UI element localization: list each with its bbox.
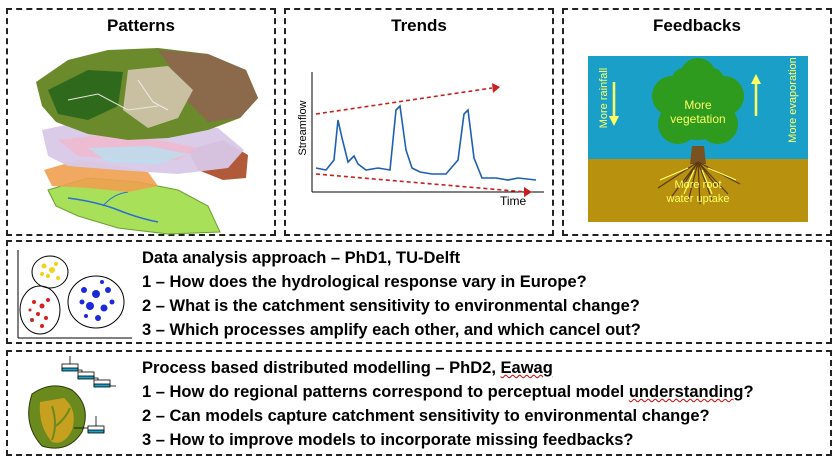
cluster-scatter-icon (17, 250, 132, 339)
more-vegetation-label: More vegetation (658, 98, 738, 126)
more-evaporation-label: More evaporation (787, 57, 799, 143)
phd2-q1-underlined: understanding (628, 383, 744, 401)
phd2-heading-prefix: Process based distributed modelling – Ph… (142, 359, 501, 377)
root-line-1: More root (674, 179, 722, 191)
streamflow-axis-label: Streamflow (297, 100, 309, 156)
root-line-2: water uptake (666, 193, 730, 205)
time-axis-label: Time (500, 194, 527, 208)
catchment-model-icon (28, 356, 116, 449)
vegetation-line-1: More (684, 98, 712, 112)
vegetation-line-2: vegetation (670, 112, 726, 126)
phd1-heading: Data analysis approach – PhD1, TU-Delft (142, 249, 461, 267)
phd1-panel: Data analysis approach – PhD1, TU-Delft … (6, 240, 832, 344)
upper-trend-arrow (315, 87, 493, 115)
phd2-question-2: 2 – Can models capture catchment sensiti… (142, 407, 710, 425)
trends-title: Trends (391, 16, 447, 35)
phd2-q1-suffix: ? (743, 383, 754, 401)
phd2-heading: Process based distributed modelling – Ph… (142, 356, 826, 380)
patterns-panel: Patterns (6, 8, 276, 236)
phd1-question-2: 2 – What is the catchment sensitivity to… (142, 297, 640, 315)
streamflow-line (315, 104, 537, 181)
feedback-diagram: More rainfall More evaporation More vege… (588, 56, 808, 222)
phd1-question-1: 1 – How does the hydrological response v… (142, 273, 587, 291)
feedbacks-panel: Feedbacks (562, 8, 832, 236)
phd2-heading-org: Eawag (500, 359, 553, 377)
phd1-question-3: 3 – Which processes amplify each other, … (142, 321, 641, 339)
more-rainfall-label: More rainfall (598, 67, 610, 129)
feedbacks-title: Feedbacks (653, 16, 741, 35)
phd1-text: Data analysis approach – PhD1, TU-Delft … (142, 246, 826, 342)
lower-trend-arrow (315, 173, 527, 193)
phd2-q1-prefix: 1 – How do regional patterns correspond … (142, 383, 629, 401)
streamflow-trend-chart (311, 72, 544, 197)
phd2-question-3: 3 – How to improve models to incorporate… (142, 431, 634, 449)
tree-illustration (609, 58, 761, 205)
catchment-layers-illustration (36, 48, 258, 235)
phd2-question-1: 1 – How do regional patterns correspond … (142, 380, 826, 404)
patterns-title: Patterns (106, 16, 176, 35)
trends-panel: Trends Streamflow Time (284, 8, 554, 236)
phd2-panel: Process based distributed modelling – Ph… (6, 350, 832, 456)
phd2-text: Process based distributed modelling – Ph… (142, 356, 826, 452)
root-uptake-label: More root water uptake (648, 178, 748, 206)
